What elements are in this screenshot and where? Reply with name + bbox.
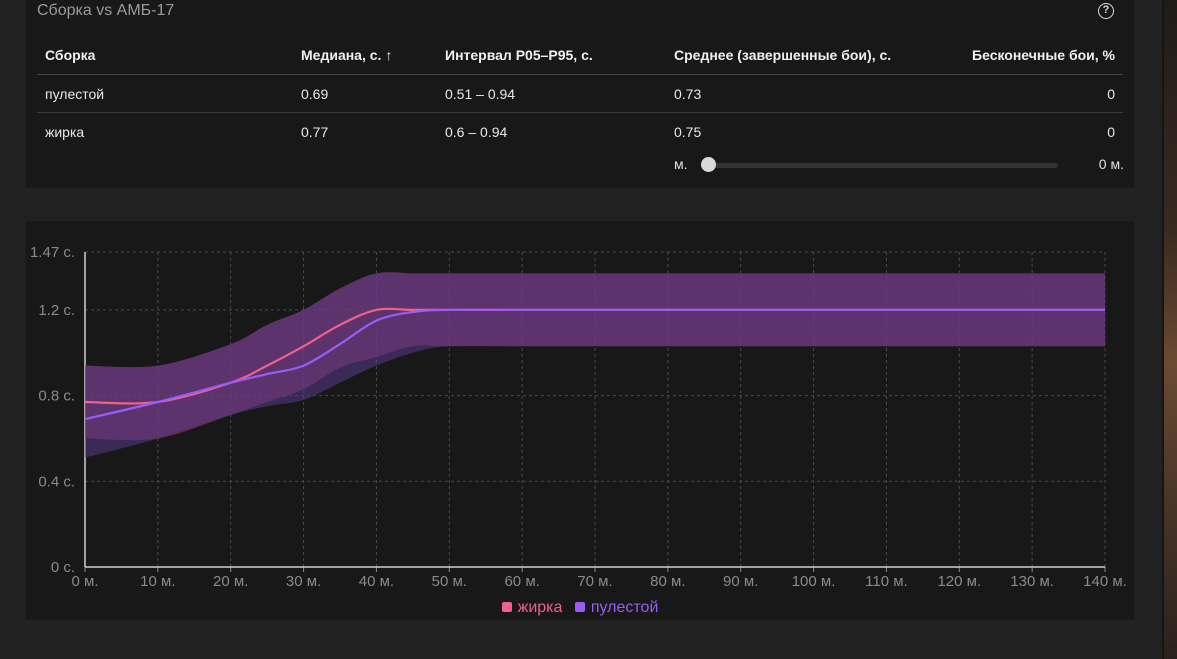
y-tick-label: 0 с. (51, 559, 75, 576)
x-tick-label: 60 м. (504, 573, 539, 590)
legend-swatch-zhirka (501, 602, 512, 612)
x-tick-label: 40 м. (359, 573, 394, 590)
cell-infinite: 0 (942, 74, 1123, 113)
legend-label-pulestoy: пулестой (590, 599, 659, 616)
cell-infinite: 0 (1107, 123, 1115, 140)
slider-thumb[interactable] (701, 157, 716, 172)
question-circle-icon[interactable]: ? (1098, 3, 1114, 19)
distance-slider: м. 0 м. (674, 152, 1124, 176)
table-header-row: Сборка Медиана, с. ↑ Интервал P05–P95, с… (37, 36, 1123, 75)
build-comparison-card: Сборка vs АМБ-17 ? Сборка Медиана, с. ↑ … (26, 0, 1134, 188)
x-tick-label: 130 м. (1010, 573, 1054, 590)
x-tick-label: 70 м. (577, 573, 612, 590)
cell-median: 0.77 (301, 123, 329, 140)
x-tick-label: 110 м. (865, 573, 908, 590)
cell-mean: 0.75 (674, 123, 702, 140)
x-tick-label: 120 м. (937, 573, 981, 590)
y-tick-label: 1.47 с. (30, 244, 75, 261)
cell-interval: 0.6 – 0.94 (445, 123, 508, 140)
cell-mean: 0.73 (666, 74, 942, 113)
slider-value-label: 0 м. (1098, 156, 1124, 172)
x-tick-label: 140 м. (1083, 573, 1127, 590)
legend-label-zhirka: жирка (517, 599, 563, 616)
legend-item-zhirka[interactable]: жирка (501, 599, 563, 617)
x-tick-label: 50 м. (432, 573, 467, 590)
confidence-band-pulestoy (85, 272, 1105, 458)
x-tick-label: 80 м. (650, 573, 685, 590)
card-title: Сборка vs АМБ-17 (37, 2, 175, 19)
y-tick-label: 0.4 с. (38, 473, 75, 490)
column-header-median[interactable]: Медиана, с. ↑ (293, 36, 437, 75)
column-header-build[interactable]: Сборка (37, 36, 293, 75)
legend-swatch-pulestoy (574, 602, 585, 612)
column-header-infinite[interactable]: Бесконечные бои, % (942, 36, 1123, 75)
cell-build: пулестой (37, 74, 293, 113)
cell-interval: 0.51 – 0.94 (437, 74, 666, 113)
x-tick-label: 0 м. (72, 573, 99, 590)
slider-track[interactable] (708, 163, 1058, 168)
chart-card: 1.47 с. 1.2 с. 0.8 с. 0.4 с. 0 с. 0 м. 10 м. 20… (26, 221, 1134, 620)
slider-min-label: м. (674, 156, 688, 172)
x-tick-label: 90 м. (723, 573, 758, 590)
series-line-pulestoy (84, 308, 1105, 421)
column-header-mean[interactable]: Среднее (завершенные бои), с. (666, 36, 942, 75)
x-tick-label: 20 м. (213, 573, 248, 590)
y-tick-label: 1.2 с. (38, 302, 75, 319)
stats-table: Сборка Медиана, с. ↑ Интервал P05–P95, с… (37, 36, 1123, 150)
cell-median: 0.69 (293, 74, 437, 113)
x-tick-label: 30 м. (286, 573, 321, 590)
x-tick-label: 100 м. (792, 573, 836, 590)
table-row: пулестой 0.69 0.51 – 0.94 0.73 0 (37, 74, 1123, 113)
column-header-interval[interactable]: Интервал P05–P95, с. (437, 36, 666, 75)
x-tick-label: 10 м. (140, 573, 175, 590)
line-chart: 1.47 с. 1.2 с. 0.8 с. 0.4 с. 0 с.0 м. 10 м. 20… (30, 244, 1127, 590)
table-row: жирка 0.77 0.6 – 0.94 0.75 0 (37, 113, 1123, 151)
y-tick-label: 0.8 с. (38, 388, 75, 405)
background-photo-edge (1162, 0, 1177, 659)
cell-build: жирка (45, 123, 85, 140)
chart-legend: жирка пулестой (26, 599, 1134, 617)
legend-item-pulestoy[interactable]: пулестой (574, 599, 659, 617)
